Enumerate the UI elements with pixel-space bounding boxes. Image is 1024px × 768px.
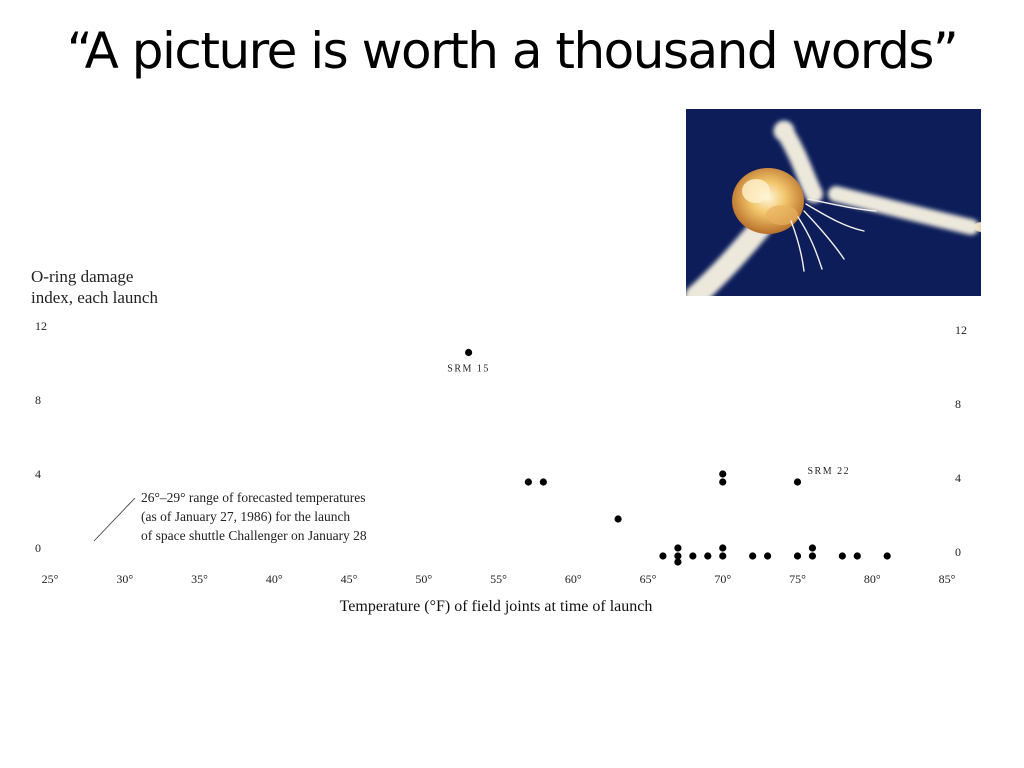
data-point <box>793 552 802 560</box>
point-label: SRM 15 <box>447 364 490 375</box>
y-tick-label-right: 12 <box>955 323 967 337</box>
x-tick-label: 30° <box>116 572 133 586</box>
data-point <box>465 348 473 357</box>
x-tick-label: 70° <box>714 572 731 586</box>
y-tick-label-right: 4 <box>955 471 961 485</box>
x-tick-label: 35° <box>191 572 208 586</box>
y-tick-label-right: 0 <box>955 545 961 559</box>
data-point <box>883 552 891 560</box>
y-tick-label-right: 8 <box>955 397 961 411</box>
data-point <box>614 515 622 523</box>
x-tick-label: 80° <box>864 572 881 586</box>
data-point <box>838 552 846 560</box>
x-tick-label: 50° <box>415 572 432 586</box>
x-tick-label: 25° <box>42 572 59 586</box>
y-tick-label-left: 12 <box>35 319 47 333</box>
data-point <box>539 478 547 486</box>
data-point <box>764 552 772 560</box>
x-tick-label: 65° <box>640 572 657 586</box>
data-point <box>674 544 682 552</box>
data-point <box>853 552 861 560</box>
data-point <box>719 544 727 552</box>
forecast-annotation-line: of space shuttle Challenger on January 2… <box>141 528 367 543</box>
x-tick-label: 60° <box>565 572 582 586</box>
data-point <box>719 470 727 478</box>
data-point <box>793 478 802 486</box>
data-point <box>674 552 682 560</box>
forecast-annotation-line: (as of January 27, 1986) for the launch <box>141 509 350 524</box>
slide-title: “A picture is worth a thousand words” <box>66 22 959 80</box>
data-point <box>674 558 682 566</box>
forecast-annotation-line: 26°–29° range of forecasted temperatures <box>141 490 365 505</box>
data-point <box>808 552 817 560</box>
y-tick-label-left: 4 <box>35 467 41 481</box>
data-point <box>749 552 757 560</box>
y-axis-title-line: index, each launch <box>31 288 158 307</box>
x-axis-title: Temperature (°F) of field joints at time… <box>340 598 653 615</box>
data-point <box>719 552 727 560</box>
x-tick-label: 55° <box>490 572 507 586</box>
x-tick-label: 85° <box>939 572 956 586</box>
data-point <box>659 552 667 560</box>
debris-trails <box>790 198 877 272</box>
data-point <box>719 478 727 486</box>
data-point <box>524 478 533 486</box>
y-tick-label-left: 0 <box>35 541 41 555</box>
y-axis-title-line: O-ring damage <box>31 267 133 286</box>
x-tick-label: 40° <box>266 572 283 586</box>
data-point <box>808 544 817 552</box>
data-point <box>704 552 712 560</box>
explosion-cloud <box>732 168 804 234</box>
y-tick-label-left: 8 <box>35 393 41 407</box>
x-tick-label: 75° <box>789 572 806 586</box>
annotation-pointer <box>93 497 136 542</box>
data-point <box>689 552 697 560</box>
x-tick-label: 45° <box>341 572 358 586</box>
point-label: SRM 22 <box>808 466 851 477</box>
smoke-plumes <box>685 120 979 307</box>
